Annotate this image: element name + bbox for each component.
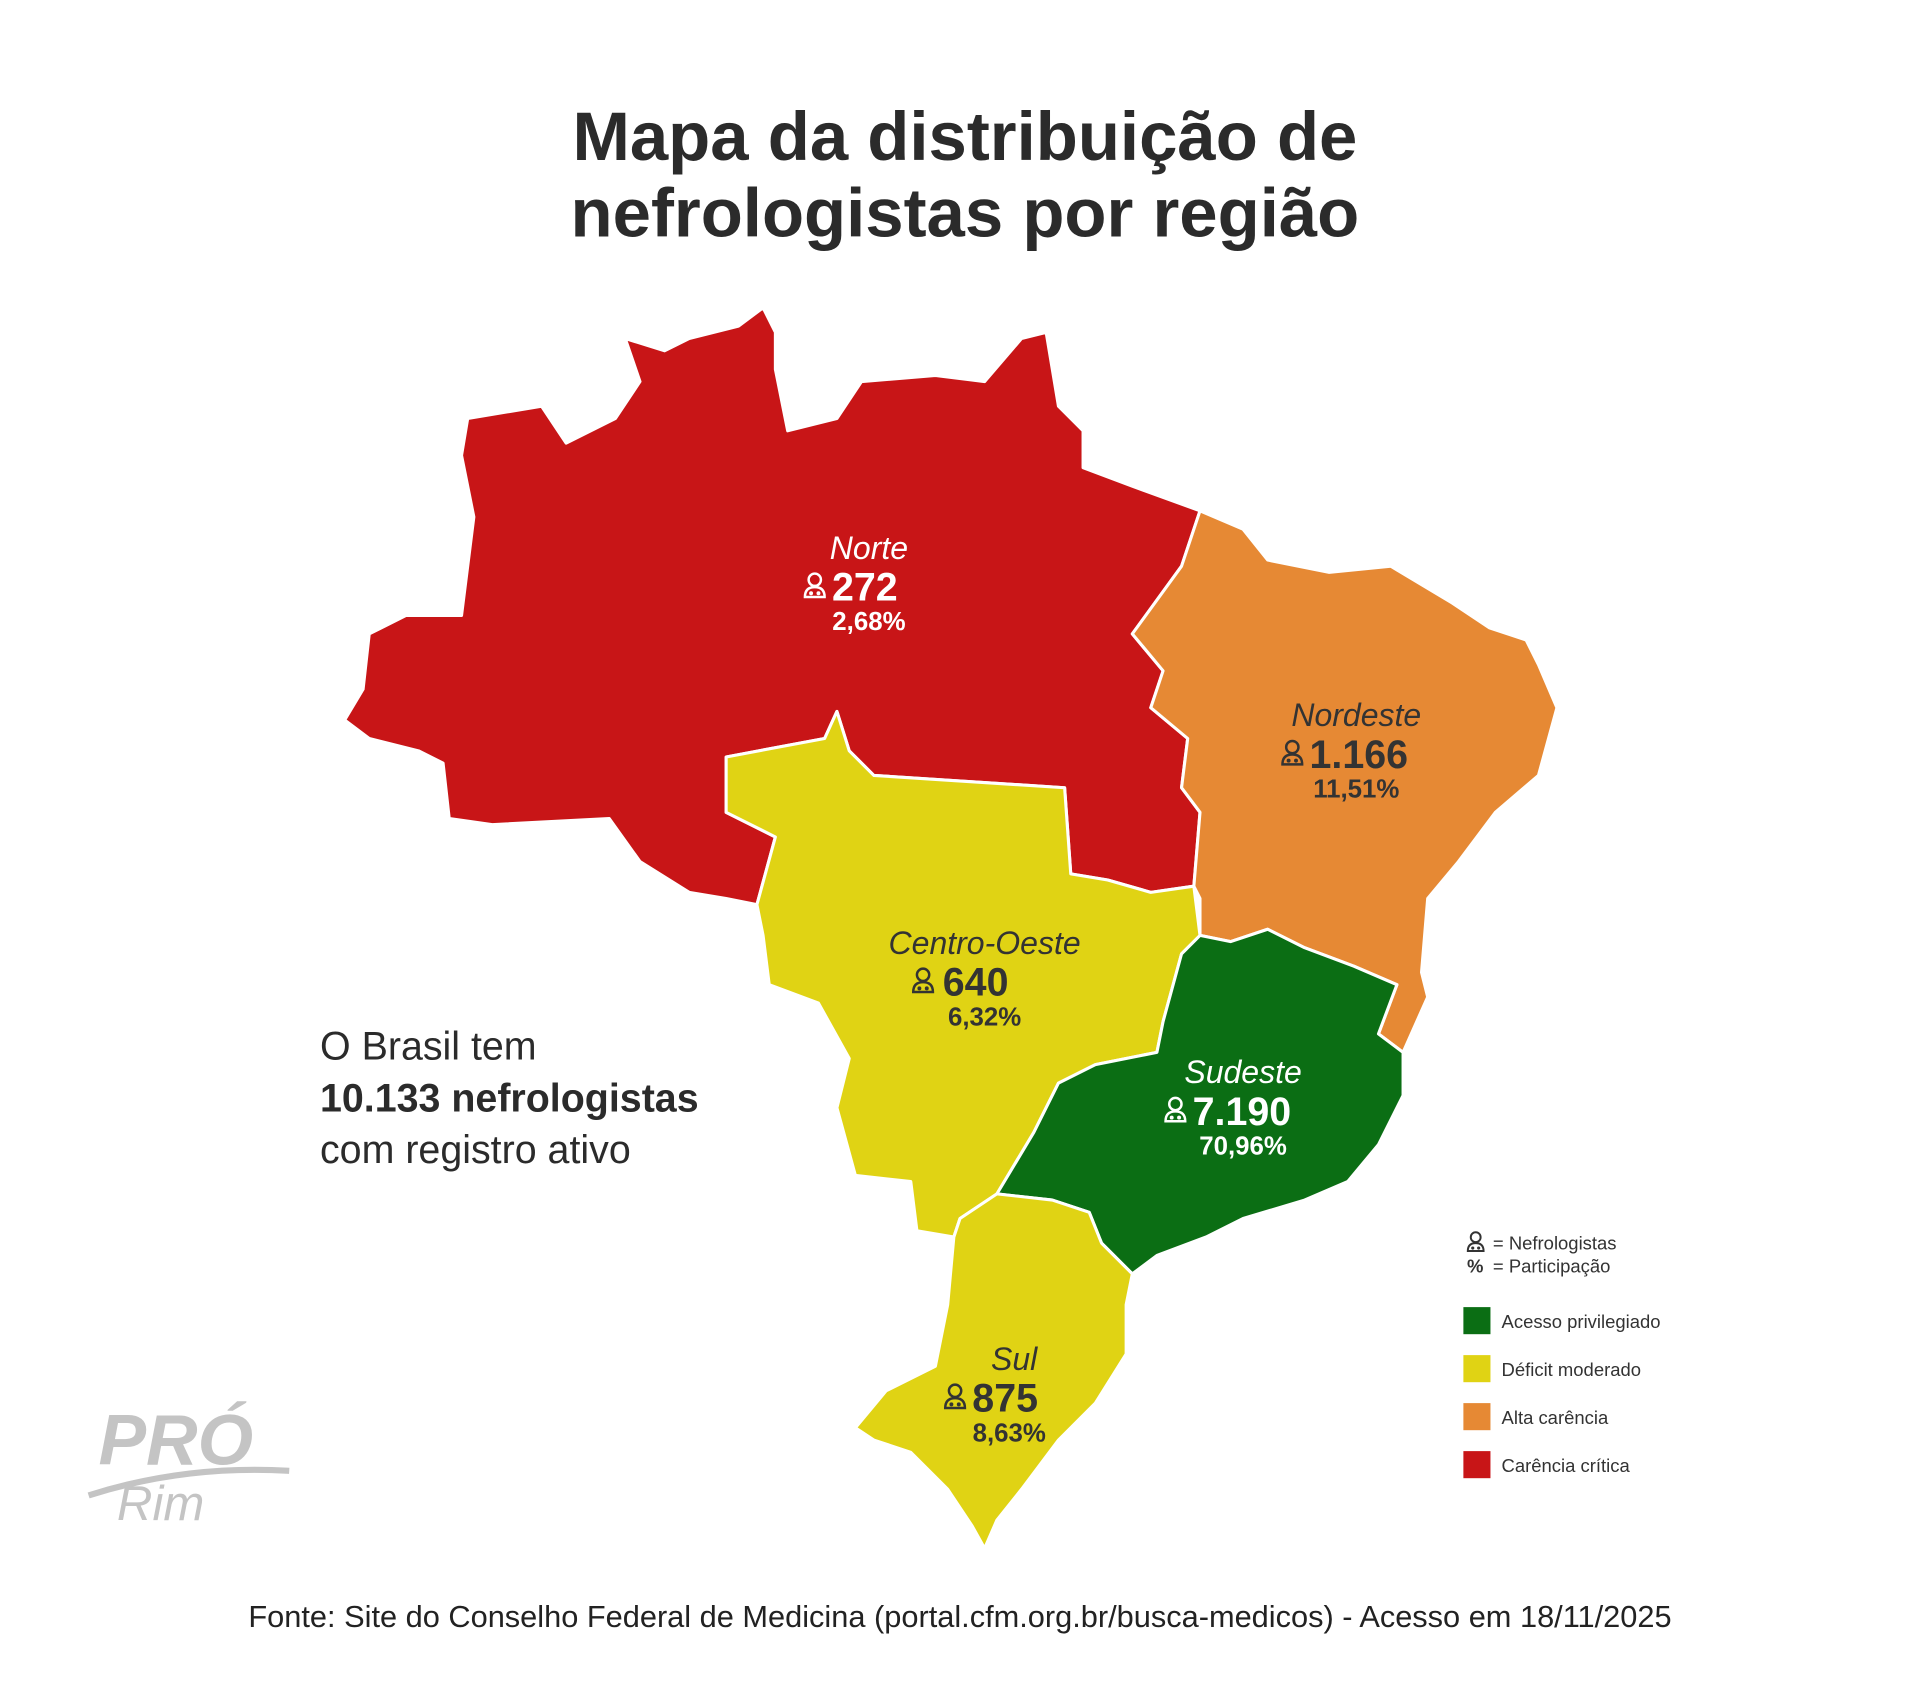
region-sul (853, 1192, 1134, 1550)
key-share-symbol: % (1467, 1256, 1483, 1277)
region-name: Sul (991, 1341, 1038, 1377)
legend-label: Déficit moderado (1502, 1359, 1642, 1380)
key-count: = Nefrologistas (1493, 1232, 1617, 1253)
region-name: Sudeste (1184, 1054, 1301, 1090)
legend-label: Acesso privilegiado (1502, 1311, 1661, 1332)
region-name: Centro-Oeste (889, 925, 1081, 961)
summary-line: com registro ativo (320, 1128, 631, 1172)
region-share: 70,96% (1199, 1132, 1287, 1160)
legend-swatch (1463, 1403, 1491, 1431)
region-count: 7.190 (1193, 1090, 1292, 1134)
legend-label: Alta carência (1502, 1407, 1609, 1428)
summary-line: O Brasil tem (320, 1025, 537, 1069)
title-line: nefrologistas por região (571, 174, 1360, 251)
logo-main: PRÓ (98, 1401, 253, 1481)
region-count: 875 (972, 1377, 1038, 1421)
region-share: 6,32% (948, 1003, 1021, 1031)
region-count: 1.166 (1310, 733, 1409, 777)
region-count: 640 (943, 961, 1009, 1005)
region-share: 11,51% (1313, 776, 1399, 804)
region-name: Nordeste (1291, 697, 1421, 733)
title-line: Mapa da distribuição de (572, 98, 1357, 175)
region-sudeste (995, 927, 1405, 1276)
legend-swatch (1463, 1451, 1491, 1479)
key-share: = Participação (1493, 1256, 1610, 1277)
legend-swatch (1463, 1355, 1491, 1383)
region-share: 2,68% (832, 608, 905, 636)
region-count: 272 (832, 566, 898, 610)
source: Fonte: Site do Conselho Federal de Medic… (248, 1599, 1671, 1634)
region-share: 8,63% (973, 1419, 1046, 1447)
region-name: Norte (830, 530, 908, 566)
summary-line: 10.133 nefrologistas (320, 1076, 699, 1120)
map (343, 306, 1559, 1550)
legend-swatch (1463, 1307, 1491, 1335)
legend-label: Carência crítica (1502, 1455, 1631, 1476)
